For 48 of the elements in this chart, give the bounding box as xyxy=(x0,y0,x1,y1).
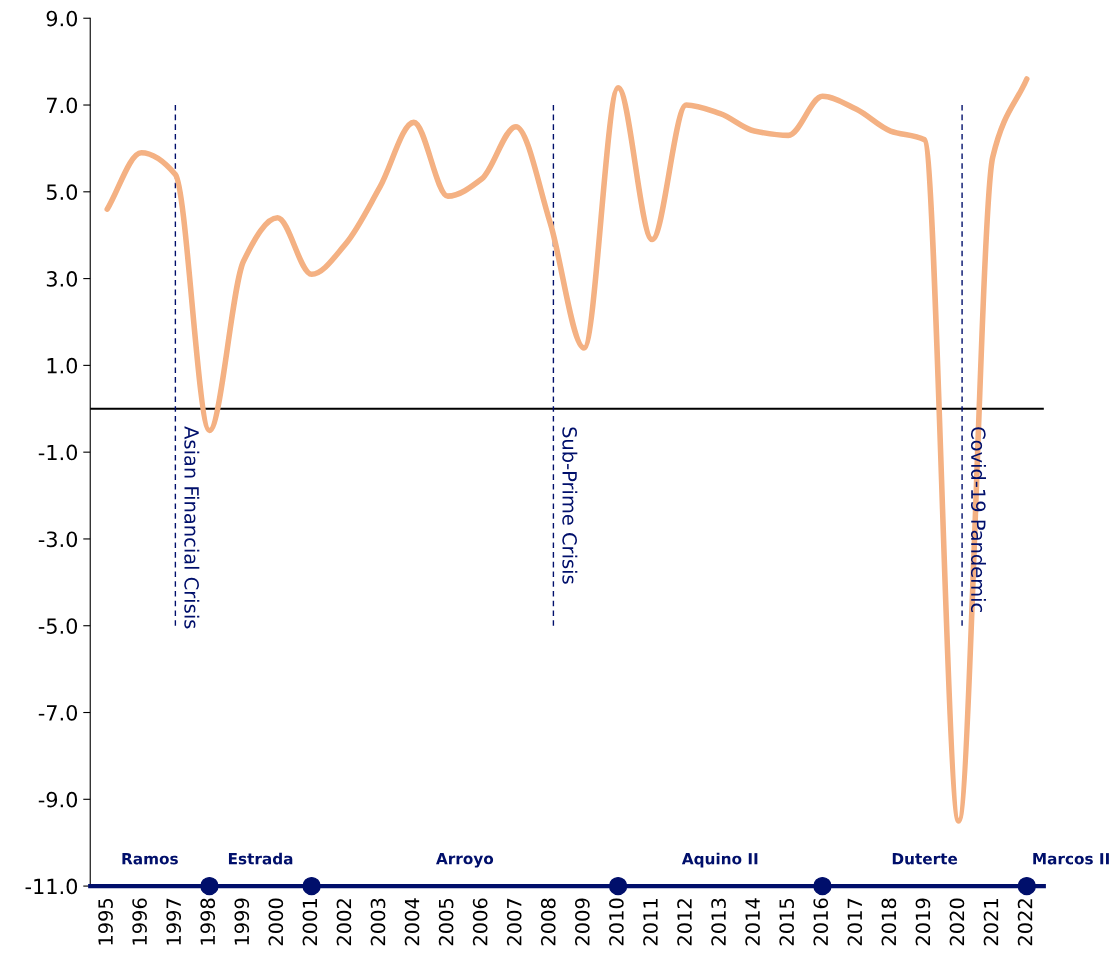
x-tick-label: 2007 xyxy=(506,898,522,946)
x-tick-label: 2002 xyxy=(336,899,352,946)
annotation: Duterte xyxy=(892,853,958,865)
x-tick-label: 2006 xyxy=(472,898,488,946)
y-tick-label: -11.0 xyxy=(25,878,78,895)
y-tick-label: 3.0 xyxy=(46,271,78,287)
x-tick-label: 2005 xyxy=(438,898,454,946)
x-tick-label: 2013 xyxy=(711,898,726,946)
x-tick-label: 2019 xyxy=(915,898,931,946)
annotation: Aquino II xyxy=(681,852,758,868)
ref-line-label: Sub-Prime Crisis xyxy=(562,427,578,584)
x-tick-label: 2000 xyxy=(268,898,284,946)
x-tick-label: 2014 xyxy=(745,898,760,946)
x-tick-label: 2010 xyxy=(609,898,624,946)
x-tick-label: 2011 xyxy=(643,898,658,946)
ref-line-label: Asian Financial Crisis xyxy=(184,426,200,629)
y-tick-label: -7.0 xyxy=(38,704,78,721)
x-tick-label: 2020 xyxy=(949,898,965,946)
y-tick-label: 7.0 xyxy=(47,97,78,114)
x-tick-label: 1997 xyxy=(166,898,182,945)
y-tick-label: 1.0 xyxy=(47,357,78,374)
x-tick-label: 1999 xyxy=(234,898,250,945)
x-tick-label: 2001 xyxy=(302,898,318,946)
x-tick-label: 2016 xyxy=(813,898,829,946)
annotation: Marcos II xyxy=(1033,853,1109,865)
x-tick-label: 1998 xyxy=(200,898,216,945)
y-tick-label: -3.0 xyxy=(38,531,78,548)
x-tick-label: 2021 xyxy=(983,898,999,946)
x-tick-label: 2015 xyxy=(779,898,795,946)
y-tick-label: 9.0 xyxy=(46,10,78,27)
x-tick-label: 2004 xyxy=(404,898,420,946)
y-tick-label: -9.0 xyxy=(38,791,78,808)
x-tick-label: 2022 xyxy=(1017,899,1033,946)
x-tick-label: 2008 xyxy=(540,898,556,946)
x-tick-label: 2009 xyxy=(574,898,590,946)
annotation: Ramos xyxy=(122,853,178,865)
y-tick-label: -5.0 xyxy=(38,618,78,634)
x-tick-label: 2003 xyxy=(370,898,386,946)
annotation: Arroyo xyxy=(436,853,494,868)
x-tick-label: 1995 xyxy=(98,898,113,945)
y-tick-label: -1.0 xyxy=(38,444,78,461)
x-tick-label: 1996 xyxy=(132,898,147,945)
annotation: Estrada xyxy=(228,852,293,865)
ref-line-label: Covid-19 Pandemic xyxy=(970,427,987,613)
y-tick-label: 5.0 xyxy=(46,184,78,201)
x-tick-label: 2018 xyxy=(881,898,897,946)
x-tick-label: 2017 xyxy=(847,898,863,946)
x-tick-label: 2012 xyxy=(677,899,692,946)
